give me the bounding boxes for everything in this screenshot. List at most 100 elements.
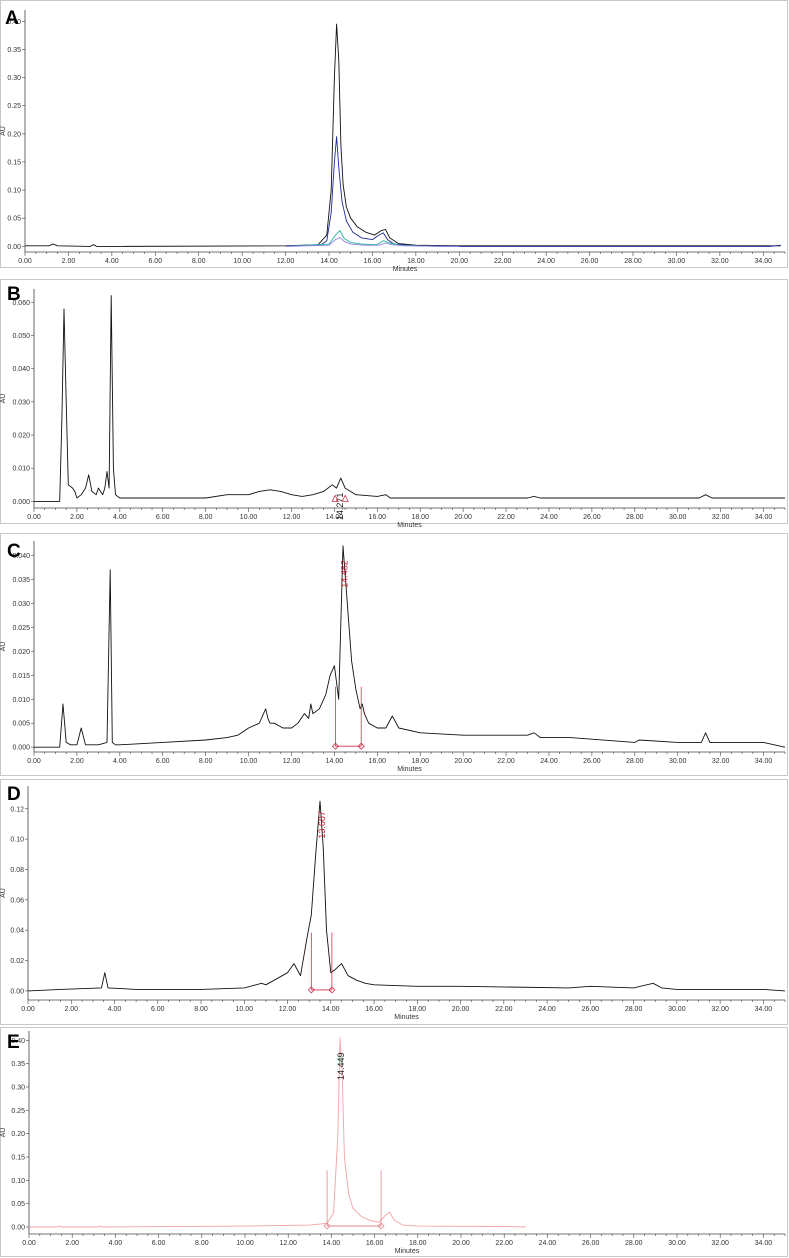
y-tick-label: 0.010 — [12, 697, 30, 704]
x-tick-label: 14.00 — [323, 1240, 341, 1247]
x-tick-label: 32.00 — [712, 758, 730, 765]
x-tick-label: 26.00 — [583, 758, 601, 765]
x-tick-label: 24.00 — [539, 1240, 557, 1247]
x-tick-label: 8.00 — [199, 514, 213, 521]
x-tick-label: 30.00 — [668, 1240, 686, 1247]
x-tick-label: 32.00 — [711, 1240, 729, 1247]
y-tick-label: 0.05 — [11, 1201, 25, 1208]
panel-label: D — [7, 784, 21, 805]
panel-frame — [0, 279, 788, 524]
x-tick-label: 6.00 — [156, 758, 170, 765]
y-tick-label: 0.35 — [7, 47, 21, 54]
peak-marker — [377, 1222, 385, 1230]
x-tick-label: 2.00 — [70, 514, 84, 521]
y-tick-label: 0.00 — [10, 988, 24, 995]
x-axis-title: Minutes — [394, 1014, 419, 1021]
y-tick-label: 0.30 — [11, 1085, 25, 1092]
x-tick-label: 18.00 — [411, 514, 429, 521]
y-tick-label: 0.00 — [7, 244, 21, 251]
peak-marker — [328, 986, 336, 994]
panel-label: E — [7, 1032, 20, 1053]
y-tick-label: 0.005 — [12, 721, 30, 728]
x-tick-label: 12.00 — [279, 1240, 297, 1247]
x-tick-label: 34.00 — [755, 1006, 773, 1013]
x-tick-label: 24.00 — [538, 1006, 556, 1013]
x-tick-label: 30.00 — [668, 258, 686, 265]
y-tick-label: 0.10 — [11, 1178, 25, 1185]
series-line-3 — [285, 230, 460, 247]
x-tick-label: 22.00 — [494, 258, 512, 265]
peak-label: 14.449 — [336, 1052, 346, 1080]
y-axis-title: AU — [0, 642, 7, 652]
x-tick-label: 34.00 — [755, 514, 773, 521]
series-line-1 — [25, 23, 781, 247]
peak-marker — [331, 494, 339, 502]
x-tick-label: 8.00 — [194, 1006, 208, 1013]
x-tick-label: 4.00 — [105, 258, 119, 265]
peak-label: 13.607 — [317, 811, 327, 839]
series-line-1 — [29, 1037, 526, 1228]
y-tick-label: 0.000 — [12, 499, 30, 506]
y-tick-label: 0.025 — [12, 625, 30, 632]
peak-label: 14.271 — [335, 493, 345, 521]
x-tick-label: 8.00 — [195, 1240, 209, 1247]
x-tick-label: 22.00 — [495, 1240, 513, 1247]
x-tick-label: 30.00 — [669, 758, 687, 765]
y-tick-label: 0.12 — [10, 806, 24, 813]
x-tick-label: 2.00 — [65, 1240, 79, 1247]
y-axis-title: AU — [0, 394, 7, 404]
y-tick-label: 0.10 — [10, 837, 24, 844]
y-tick-label: 0.010 — [12, 466, 30, 473]
peak-marker — [357, 742, 365, 750]
x-tick-label: 10.00 — [233, 258, 251, 265]
y-tick-label: 0.06 — [10, 897, 24, 904]
x-axis-title: Minutes — [393, 266, 418, 273]
x-tick-label: 32.00 — [712, 514, 730, 521]
x-tick-label: 16.00 — [369, 514, 387, 521]
y-tick-label: 0.035 — [12, 577, 30, 584]
peak-marker — [331, 742, 340, 750]
y-tick-label: 0.040 — [12, 366, 30, 373]
x-tick-label: 6.00 — [152, 1240, 166, 1247]
y-tick-label: 0.08 — [10, 867, 24, 874]
x-tick-label: 10.00 — [240, 514, 258, 521]
x-tick-label: 16.00 — [366, 1240, 384, 1247]
panel-label: B — [7, 284, 21, 305]
x-tick-label: 4.00 — [108, 1006, 122, 1013]
x-tick-label: 14.00 — [326, 514, 344, 521]
x-tick-label: 12.00 — [283, 514, 301, 521]
y-tick-label: 0.050 — [12, 333, 30, 340]
panel-label: A — [5, 8, 19, 29]
x-tick-label: 18.00 — [407, 258, 425, 265]
y-tick-label: 0.060 — [12, 300, 30, 307]
x-tick-label: 0.00 — [27, 514, 41, 521]
x-tick-label: 22.00 — [495, 1006, 513, 1013]
x-tick-label: 14.00 — [320, 258, 338, 265]
peak-marker — [323, 1222, 331, 1230]
x-tick-label: 30.00 — [668, 1006, 686, 1013]
x-tick-label: 6.00 — [151, 1006, 165, 1013]
panel-frame — [0, 1027, 788, 1257]
x-tick-label: 0.00 — [22, 1240, 36, 1247]
y-tick-label: 0.35 — [11, 1061, 25, 1068]
x-tick-label: 30.00 — [669, 514, 687, 521]
x-tick-label: 2.00 — [70, 758, 84, 765]
x-tick-label: 20.00 — [454, 514, 472, 521]
x-tick-label: 26.00 — [581, 258, 599, 265]
x-tick-label: 26.00 — [583, 514, 601, 521]
x-tick-label: 4.00 — [113, 514, 127, 521]
series-line-2 — [285, 136, 781, 247]
y-tick-label: 0.00 — [11, 1225, 25, 1232]
y-tick-label: 0.020 — [12, 433, 30, 440]
x-tick-label: 8.00 — [199, 758, 213, 765]
x-tick-label: 26.00 — [582, 1006, 600, 1013]
y-tick-label: 0.25 — [7, 103, 21, 110]
y-tick-label: 0.02 — [10, 958, 24, 965]
y-tick-label: 0.15 — [11, 1155, 25, 1162]
x-tick-label: 6.00 — [156, 514, 170, 521]
x-tick-label: 4.00 — [113, 758, 127, 765]
x-tick-label: 32.00 — [711, 1006, 729, 1013]
x-tick-label: 2.00 — [62, 258, 76, 265]
x-tick-label: 0.00 — [21, 1006, 35, 1013]
y-tick-label: 0.25 — [11, 1108, 25, 1115]
